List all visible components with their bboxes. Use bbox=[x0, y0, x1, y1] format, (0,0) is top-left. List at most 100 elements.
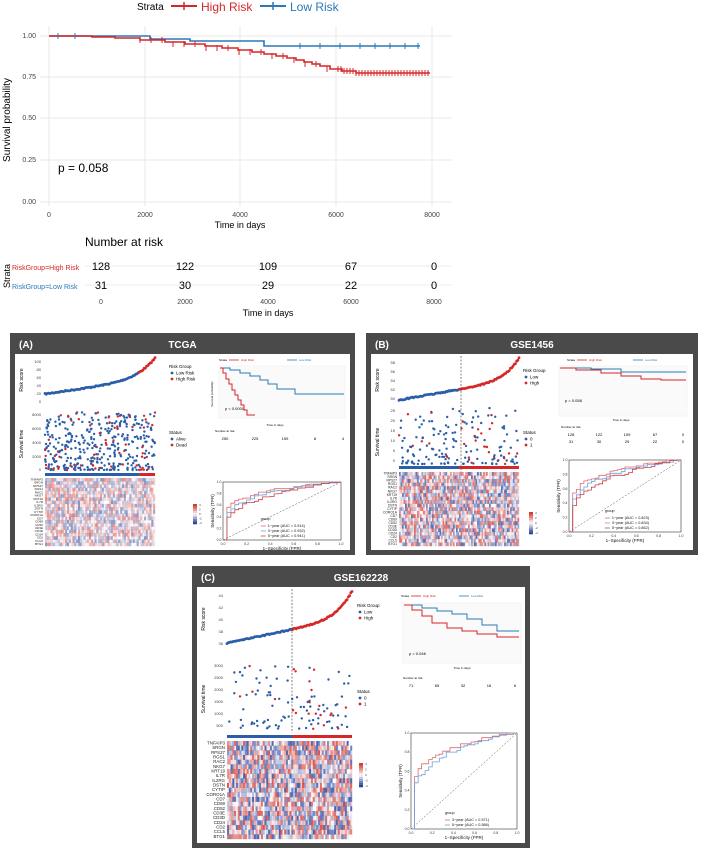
svg-text:CYTIP: CYTIP bbox=[212, 787, 225, 792]
svg-text:Risk score: Risk score bbox=[19, 368, 25, 392]
panel-c-km: Strata High Risk Low Risk p = 0.046 Time… bbox=[401, 594, 522, 688]
svg-text:29: 29 bbox=[262, 280, 274, 292]
panel-b-risk-curve bbox=[397, 356, 521, 402]
panel-a-group-bar bbox=[45, 473, 155, 476]
svg-text:0.2: 0.2 bbox=[244, 542, 249, 546]
svg-text:Strata: Strata bbox=[219, 358, 227, 362]
svg-text:Low Risk: Low Risk bbox=[645, 358, 658, 362]
svg-text:Low: Low bbox=[530, 375, 539, 380]
svg-text:CD69: CD69 bbox=[214, 801, 226, 806]
panel-b-title: GSE1456 bbox=[510, 340, 554, 351]
svg-text:4: 4 bbox=[199, 503, 201, 507]
km-pvalue: p = 0.058 bbox=[58, 161, 109, 175]
panel-c-header: (C) GSE162228 bbox=[197, 571, 525, 587]
svg-text:8000: 8000 bbox=[32, 412, 42, 417]
svg-text:0: 0 bbox=[682, 432, 685, 437]
svg-text:0.0: 0.0 bbox=[567, 534, 572, 538]
svg-text:CYTIP: CYTIP bbox=[34, 510, 43, 514]
svg-text:2000: 2000 bbox=[214, 687, 224, 692]
svg-text:CD69: CD69 bbox=[388, 518, 397, 522]
svg-text:0.75: 0.75 bbox=[22, 74, 36, 81]
svg-text:BTG1: BTG1 bbox=[213, 834, 225, 839]
svg-text:CD7: CD7 bbox=[216, 797, 225, 802]
svg-text:2500: 2500 bbox=[214, 675, 224, 680]
svg-text:1000: 1000 bbox=[214, 711, 224, 716]
svg-text:0.0: 0.0 bbox=[563, 530, 568, 534]
svg-text:CORO1A: CORO1A bbox=[30, 513, 44, 517]
svg-text:5: 5 bbox=[393, 448, 396, 453]
panel-b-group-bar bbox=[399, 466, 519, 469]
svg-text:RAC2: RAC2 bbox=[213, 759, 225, 764]
svg-text:22: 22 bbox=[345, 280, 357, 292]
svg-text:-4: -4 bbox=[199, 521, 202, 525]
risk-table-title: Number at risk bbox=[85, 235, 164, 249]
svg-text:122: 122 bbox=[176, 261, 194, 273]
svg-text:-2: -2 bbox=[535, 526, 538, 530]
svg-text:Sensitivity (TPR): Sensitivity (TPR) bbox=[556, 479, 561, 513]
svg-text:CD3D: CD3D bbox=[388, 528, 398, 532]
svg-text:0.6: 0.6 bbox=[563, 487, 568, 491]
svg-text:56: 56 bbox=[391, 369, 396, 374]
svg-text:Low Risk: Low Risk bbox=[176, 371, 195, 376]
svg-text:4: 4 bbox=[535, 511, 537, 515]
svg-text:CD7: CD7 bbox=[37, 516, 43, 520]
svg-text:0.6: 0.6 bbox=[217, 503, 222, 507]
svg-text:31: 31 bbox=[569, 439, 574, 444]
svg-text:High: High bbox=[530, 381, 540, 386]
panel-c-heatmap bbox=[227, 741, 353, 840]
svg-text:Sensitivity (TPR): Sensitivity (TPR) bbox=[210, 494, 215, 528]
svg-text:0.2: 0.2 bbox=[217, 526, 222, 530]
svg-text:DSTN: DSTN bbox=[213, 783, 225, 788]
panel-b-survival-scatter bbox=[397, 406, 519, 466]
svg-text:60: 60 bbox=[37, 375, 42, 380]
svg-text:3−year (AUC = 0.932): 3−year (AUC = 0.932) bbox=[268, 529, 306, 533]
panel-a-surv-ticks: 8000 6000 4000 2000 0 bbox=[32, 412, 42, 472]
panel-a-risk-ticks: 100 80 60 40 20 0 bbox=[34, 359, 41, 404]
panel-c-status-legend: Status 0 1 bbox=[357, 689, 371, 707]
svg-text:Number at risk: Number at risk bbox=[561, 425, 581, 429]
svg-text:CCL5: CCL5 bbox=[214, 829, 226, 834]
panel-a-risk-legend: Risk Group Low Risk High Risk bbox=[169, 364, 196, 382]
panel-a-risk-curve bbox=[43, 356, 157, 396]
svg-text:4: 4 bbox=[342, 436, 345, 441]
svg-text:SRGN: SRGN bbox=[34, 481, 43, 485]
svg-text:Risk score: Risk score bbox=[375, 368, 381, 392]
svg-text:CD69: CD69 bbox=[35, 520, 43, 524]
panel-b-header: (B) GSE1456 bbox=[371, 338, 693, 354]
svg-text:0: 0 bbox=[530, 437, 533, 442]
risk-table-strata-label: Strata bbox=[2, 264, 12, 288]
panel-c-heatmap-legend: 420-2-4 bbox=[359, 762, 368, 788]
svg-text:0.4: 0.4 bbox=[268, 542, 273, 546]
svg-text:109: 109 bbox=[624, 432, 631, 437]
svg-text:Risk Group: Risk Group bbox=[169, 364, 192, 369]
svg-text:0.8: 0.8 bbox=[217, 492, 222, 496]
svg-text:CORO1A: CORO1A bbox=[206, 792, 225, 797]
panel-c-risk-curve bbox=[225, 590, 354, 645]
panel-a-roc: 0.00.0 0.2 0.2 0.4 0.4 0.6 0.6 0.8 0.8 1.0 1.0 1−Sp… bbox=[210, 480, 343, 550]
svg-text:1: 1 bbox=[364, 702, 367, 707]
km-censor-marks-low bbox=[57, 33, 419, 49]
svg-text:NKG7: NKG7 bbox=[388, 489, 397, 493]
panel-b-heatmap bbox=[399, 472, 520, 547]
svg-text:40: 40 bbox=[219, 617, 224, 622]
svg-text:54: 54 bbox=[391, 378, 396, 383]
svg-text:159: 159 bbox=[282, 436, 289, 441]
svg-text:122: 122 bbox=[596, 432, 603, 437]
panel-b-surv-ticks: 25 20 15 10 5 0 bbox=[391, 408, 396, 463]
svg-text:BTG1: BTG1 bbox=[35, 542, 43, 546]
svg-text:CD24: CD24 bbox=[35, 533, 43, 537]
svg-text:0: 0 bbox=[39, 399, 42, 404]
svg-text:RPS27: RPS27 bbox=[33, 484, 43, 488]
svg-text:Risk Group: Risk Group bbox=[523, 368, 546, 373]
panel-c-label: (C) bbox=[201, 573, 215, 584]
svg-text:IL7R: IL7R bbox=[216, 773, 225, 778]
risk-table-x-label: Time in days bbox=[243, 308, 294, 318]
panel-b-risk-ticks: 58 56 54 52 50 bbox=[391, 360, 396, 401]
svg-text:0: 0 bbox=[47, 212, 51, 219]
svg-text:128: 128 bbox=[92, 261, 110, 273]
svg-text:0: 0 bbox=[682, 439, 685, 444]
svg-text:-2: -2 bbox=[199, 517, 202, 521]
panel-a-gene-labels: TNFAIP3SRGNRPS27RGS1RAC2NKG7KRT19IL7RIL2… bbox=[30, 477, 44, 546]
svg-text:20: 20 bbox=[391, 418, 396, 423]
